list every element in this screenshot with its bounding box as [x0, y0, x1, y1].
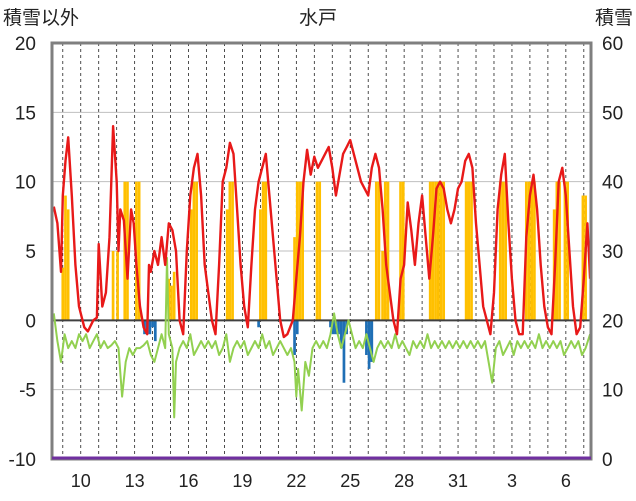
- bar: [231, 181, 234, 321]
- bar: [504, 181, 508, 321]
- bar: [470, 181, 473, 321]
- x-tick-label: 16: [179, 471, 199, 491]
- bar: [374, 181, 378, 321]
- bar: [329, 320, 332, 328]
- bar: [370, 320, 374, 362]
- bar: [293, 320, 296, 355]
- x-tick-label: 19: [232, 471, 252, 491]
- x-tick-label: 10: [71, 471, 91, 491]
- bar: [295, 181, 299, 321]
- bar: [377, 181, 381, 321]
- left-tick-label: -10: [9, 450, 36, 471]
- right-tick-label: 0: [602, 450, 613, 471]
- left-tick-label: -5: [19, 381, 36, 402]
- left-tick-label: 0: [25, 311, 36, 332]
- bar: [563, 181, 567, 321]
- x-tick-label: 6: [561, 471, 571, 491]
- bar: [527, 181, 531, 321]
- bar: [342, 320, 346, 383]
- right-tick-label: 40: [602, 173, 623, 194]
- bar: [61, 267, 65, 321]
- right-axis-ticks: 60 50 40 30 20 10 0: [602, 34, 623, 471]
- bar: [436, 181, 440, 321]
- bar: [264, 181, 268, 321]
- bar: [172, 271, 176, 321]
- bar: [401, 181, 405, 321]
- x-tick-label: 3: [507, 471, 517, 491]
- bar: [225, 209, 229, 321]
- bar: [439, 181, 443, 321]
- series-line: [52, 256, 592, 419]
- bar: [331, 320, 335, 335]
- bar: [66, 209, 70, 321]
- left-axis-label: 積雪以外: [3, 7, 79, 29]
- x-tick-label: 28: [394, 471, 414, 491]
- bar: [339, 320, 343, 349]
- left-tick-label: 5: [25, 242, 36, 263]
- bar: [337, 320, 340, 335]
- bar: [259, 209, 262, 321]
- chart-title: 水戸: [299, 7, 337, 29]
- bar: [464, 181, 468, 321]
- x-tick-label: 22: [286, 471, 306, 491]
- bar: [318, 181, 322, 321]
- bar: [501, 181, 505, 321]
- x-axis-ticks: 10 13 16 19 22 25 28 31 3 6: [71, 471, 571, 491]
- bar: [189, 209, 193, 321]
- x-tick-label: 13: [125, 471, 145, 491]
- bar: [126, 181, 129, 321]
- bar: [153, 320, 157, 342]
- x-tick-label: 31: [448, 471, 468, 491]
- bar: [261, 181, 265, 321]
- bar: [566, 181, 569, 321]
- left-axis-ticks: 20 15 10 5 0 -5 -10: [9, 34, 36, 471]
- right-axis-label: 積雪: [595, 7, 633, 29]
- bar: [442, 181, 446, 321]
- bar: [192, 181, 196, 321]
- bar: [295, 320, 299, 335]
- bar: [530, 181, 534, 321]
- right-tick-label: 30: [602, 242, 623, 263]
- bar: [434, 181, 437, 321]
- right-tick-label: 20: [602, 311, 623, 332]
- series-lines: [52, 124, 592, 419]
- x-tick-label: 25: [340, 471, 360, 491]
- bar: [170, 285, 173, 321]
- bar: [301, 181, 304, 321]
- bar: [498, 181, 502, 321]
- bar: [151, 320, 154, 328]
- bar: [228, 181, 232, 321]
- bar: [116, 251, 119, 321]
- bar: [137, 181, 141, 321]
- right-tick-label: 50: [602, 103, 623, 124]
- bar: [195, 181, 198, 321]
- left-tick-label: 10: [15, 173, 36, 194]
- bar: [257, 320, 260, 328]
- bar: [533, 181, 536, 321]
- bar: [467, 181, 471, 321]
- bar: [298, 181, 302, 321]
- bar: [558, 181, 561, 321]
- bar: [581, 195, 585, 321]
- left-tick-label: 15: [15, 103, 36, 124]
- bar: [315, 181, 319, 321]
- bar: [293, 237, 296, 321]
- bar: [148, 320, 152, 335]
- bar: [111, 251, 115, 321]
- bar: [381, 251, 384, 321]
- bar: [64, 195, 67, 321]
- bar: [399, 181, 402, 321]
- bar: [428, 181, 432, 321]
- right-tick-label: 60: [602, 34, 623, 55]
- bar: [386, 181, 390, 321]
- series-line: [52, 124, 592, 339]
- left-tick-label: 20: [15, 34, 36, 55]
- right-tick-label: 10: [602, 381, 623, 402]
